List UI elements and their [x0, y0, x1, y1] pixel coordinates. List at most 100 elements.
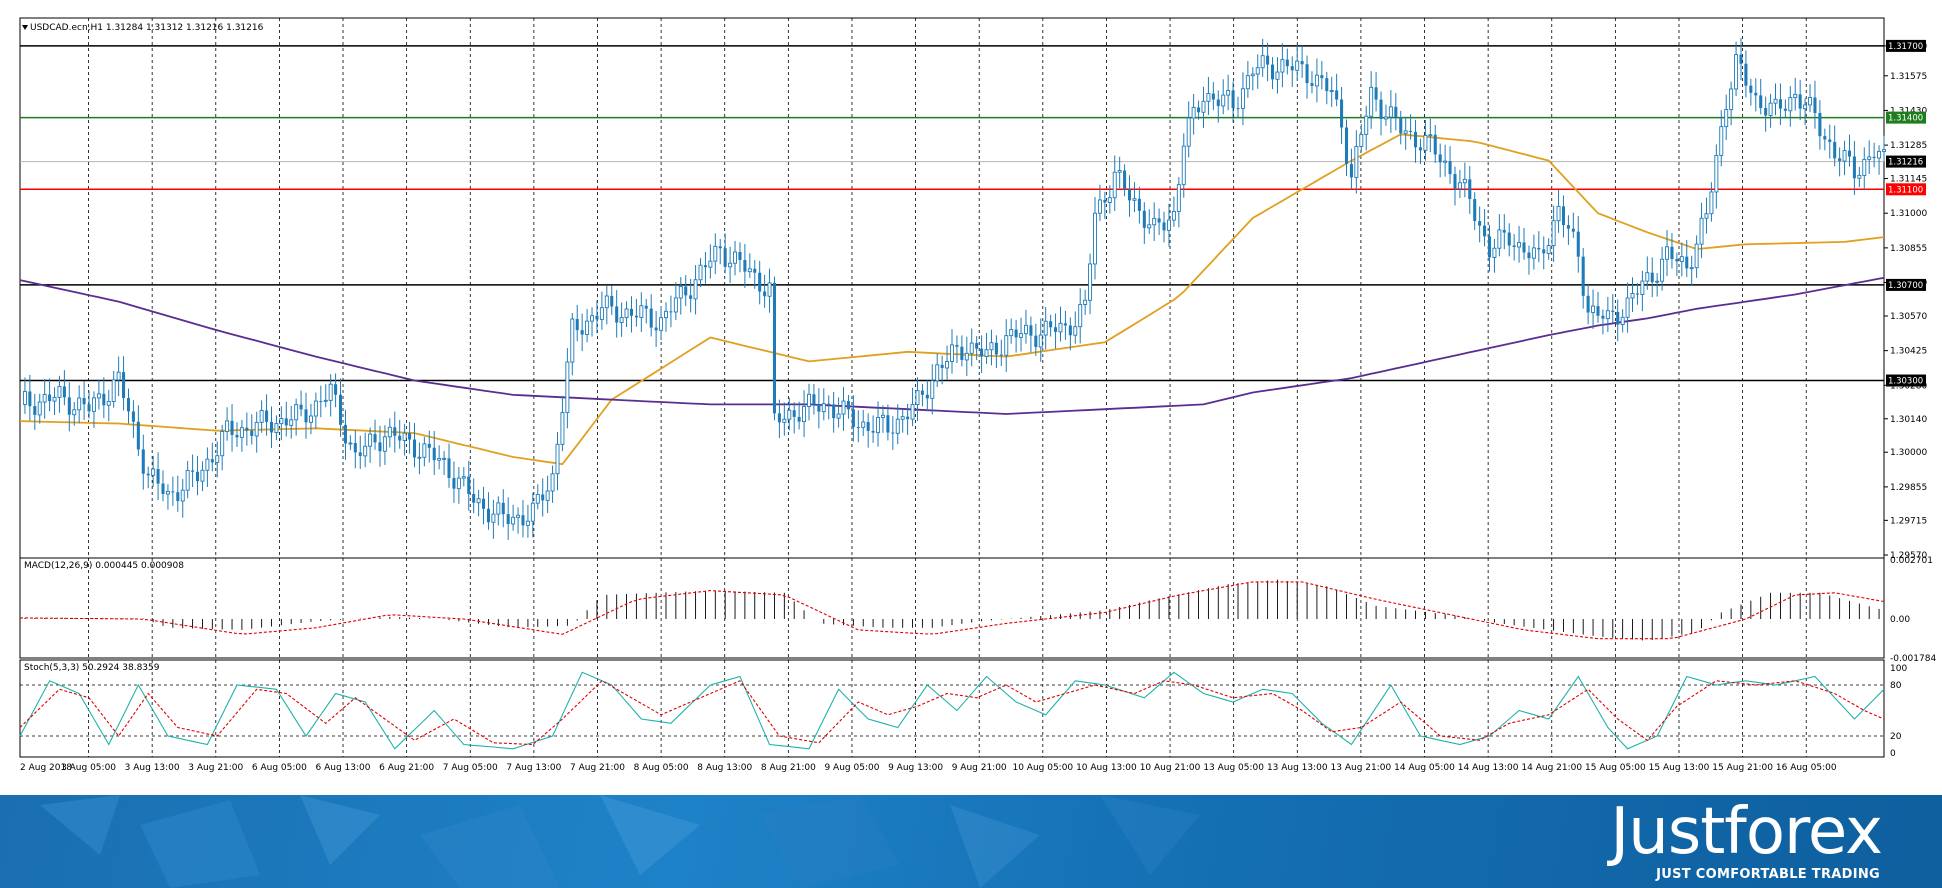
candle-body-bullish [1083, 299, 1088, 305]
candle-body-bearish [156, 469, 160, 484]
candle-body-bearish [1611, 310, 1615, 312]
price-level-label: 1.30700 [1888, 281, 1923, 291]
candle-body-bearish [1596, 306, 1600, 316]
price-axis-label: 1.29570 [1890, 551, 1927, 561]
candle-body-bullish [1152, 217, 1157, 226]
candle-body-bullish [279, 417, 284, 425]
candle-body-bullish [22, 391, 27, 405]
candle-body-bearish [427, 443, 431, 448]
candle-body-bullish [274, 423, 279, 433]
candle-body-bullish [1354, 146, 1359, 178]
candle-body-bullish [1383, 116, 1388, 120]
price-level-label: 1.31400 [1888, 114, 1923, 124]
candle-body-bullish [1359, 133, 1364, 147]
candle-body-bullish [802, 405, 807, 423]
candle-body-bearish [1566, 225, 1570, 229]
candle-body-bullish [728, 262, 733, 268]
candle-body-bullish [861, 421, 866, 428]
candle-body-bearish [1478, 221, 1482, 226]
candle-body-bearish [891, 432, 895, 434]
x-axis-label: 16 Aug 05:00 [1776, 763, 1837, 773]
candle-body-bearish [649, 308, 653, 328]
candle-body-bullish [348, 442, 353, 445]
x-axis-label: 14 Aug 05:00 [1394, 763, 1455, 773]
candle-body-bullish [1704, 213, 1709, 219]
candle-body-bearish [1054, 327, 1058, 332]
candle-body-bearish [1818, 112, 1822, 137]
candle-body-bullish [1166, 219, 1171, 231]
candle-body-bullish [294, 404, 299, 421]
candle-body-bullish [1665, 246, 1670, 260]
candle-body-bullish [1546, 245, 1551, 254]
candle-body-bullish [96, 393, 101, 399]
brand-banner: Justforex JUST COMFORTABLE TRADING [0, 795, 1942, 888]
candle-body-bearish [1271, 64, 1275, 80]
candle-body-bullish [1531, 247, 1536, 259]
candle-body-bullish [1605, 310, 1610, 320]
candle-body-bullish [664, 310, 668, 319]
candle-body-bearish [955, 344, 959, 347]
candle-body-bearish [1374, 87, 1378, 100]
candle-body-bullish [1655, 280, 1660, 283]
candle-body-bullish [659, 317, 664, 331]
candle-body-bearish [82, 398, 86, 405]
candle-body-bearish [777, 413, 781, 423]
candle-body-bearish [980, 348, 984, 357]
candle-body-bearish [1285, 59, 1289, 67]
candle-body-bullish [496, 502, 501, 515]
candle-body-bearish [62, 386, 66, 398]
candle-body-bullish [693, 279, 698, 300]
candle-body-bearish [886, 415, 890, 433]
candle-body-bullish [476, 498, 481, 504]
candle-body-bearish [1764, 108, 1768, 116]
candle-body-bullish [747, 268, 752, 273]
candle-body-bearish [654, 327, 658, 331]
candle-body-bullish [555, 443, 560, 475]
candle-body-bearish [541, 494, 545, 501]
candle-body-bullish [900, 416, 905, 420]
candle-body-bullish [205, 458, 210, 471]
candle-body-bullish [535, 494, 540, 504]
candle-body-bearish [1675, 259, 1679, 262]
candle-body-bullish [1221, 94, 1226, 107]
candle-body-bullish [1497, 229, 1502, 249]
candle-body-bearish [358, 452, 362, 456]
candle-body-bearish [1290, 66, 1294, 71]
candle-body-bullish [1842, 150, 1847, 162]
candle-body-bullish [1201, 100, 1206, 113]
candle-body-bearish [235, 434, 239, 438]
candle-body-bullish [1275, 71, 1280, 80]
candle-body-bearish [1418, 147, 1422, 151]
candle-body-bearish [1616, 311, 1620, 325]
candle-body-bullish [461, 476, 466, 479]
candle-body-bearish [1123, 170, 1127, 190]
candle-body-bullish [387, 426, 392, 438]
candle-body-bullish [560, 412, 565, 445]
candle-body-bearish [1399, 117, 1403, 134]
candle-body-bullish [1808, 97, 1813, 106]
candle-body-bearish [1453, 174, 1457, 189]
candle-body-bearish [284, 418, 288, 426]
candle-body-bullish [1645, 272, 1650, 282]
candle-body-bearish [1029, 325, 1033, 336]
candle-body-bullish [323, 399, 328, 402]
candle-body-bullish [1112, 171, 1117, 199]
candle-body-bearish [856, 427, 860, 429]
candle-body-bearish [1340, 99, 1344, 128]
candle-body-bearish [634, 315, 638, 318]
candle-body-bullish [530, 502, 535, 522]
candle-body-bearish [432, 447, 436, 461]
candle-body-bullish [550, 473, 555, 492]
candle-body-bullish [308, 415, 313, 423]
candle-body-bearish [1034, 335, 1038, 348]
candle-body-bearish [1157, 218, 1161, 223]
candle-body-bearish [871, 430, 875, 433]
moving-average-slow [19, 276, 1885, 415]
x-axis-label: 14 Aug 13:00 [1458, 763, 1519, 773]
candle-body-bearish [1581, 256, 1585, 296]
candle-body-bearish [1838, 158, 1842, 162]
price-level-tag [1886, 111, 1926, 124]
stoch-label: Stoch(5,3,3) 50.2924 38.8359 [24, 663, 160, 673]
candle-body-bullish [1551, 220, 1556, 247]
x-axis-label: 2 Aug 2018 [20, 763, 72, 773]
